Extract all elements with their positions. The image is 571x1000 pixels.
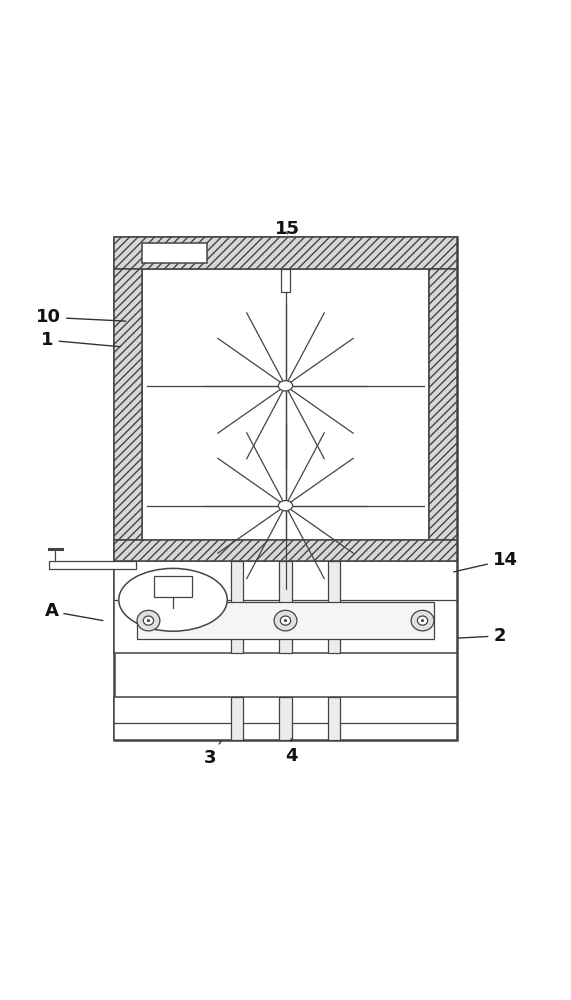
Text: 15: 15 — [275, 220, 300, 238]
Bar — [281, 269, 290, 292]
Bar — [142, 269, 429, 540]
Bar — [114, 269, 142, 540]
Text: 1: 1 — [41, 331, 120, 349]
Bar — [279, 561, 292, 653]
Ellipse shape — [137, 610, 160, 631]
Text: 14: 14 — [454, 551, 518, 572]
Ellipse shape — [147, 619, 150, 622]
Bar — [114, 540, 457, 561]
Ellipse shape — [411, 610, 434, 631]
Ellipse shape — [284, 619, 287, 622]
Ellipse shape — [421, 619, 424, 622]
Ellipse shape — [119, 568, 227, 631]
Ellipse shape — [279, 381, 293, 391]
Bar — [279, 697, 292, 740]
Bar — [231, 697, 243, 740]
Bar — [328, 697, 340, 740]
Ellipse shape — [279, 501, 293, 511]
Bar — [114, 237, 457, 269]
Ellipse shape — [274, 610, 297, 631]
Bar — [328, 561, 340, 653]
Ellipse shape — [280, 616, 291, 625]
Bar — [155, 576, 192, 597]
Bar — [142, 243, 207, 263]
Text: 2: 2 — [459, 627, 506, 645]
Bar — [114, 561, 457, 653]
Ellipse shape — [417, 616, 428, 625]
Bar — [49, 561, 136, 569]
Bar — [114, 237, 457, 740]
Ellipse shape — [143, 616, 154, 625]
Text: A: A — [45, 602, 103, 621]
Bar — [429, 269, 457, 540]
Bar — [137, 602, 434, 639]
Text: 10: 10 — [36, 308, 126, 326]
Bar — [231, 561, 243, 653]
Text: 4: 4 — [285, 739, 297, 765]
Text: 3: 3 — [204, 741, 221, 767]
Bar — [114, 697, 457, 740]
